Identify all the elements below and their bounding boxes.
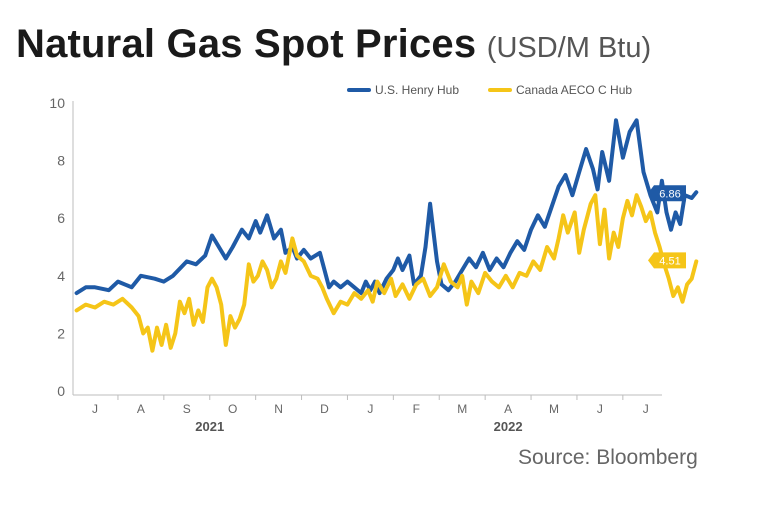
title-unit: (USD/M Btu) <box>486 32 652 64</box>
y-tick-label: 6 <box>57 210 65 226</box>
x-tick-label: M <box>549 402 559 416</box>
series-line <box>74 193 699 353</box>
y-tick-label: 4 <box>57 268 65 284</box>
year-label: 2021 <box>195 419 224 434</box>
series-line <box>74 118 699 296</box>
year-label: 2022 <box>494 419 523 434</box>
y-tick-label: 10 <box>49 95 65 111</box>
title-text: Natural Gas Spot Prices <box>16 22 477 66</box>
x-tick-label: N <box>274 402 283 416</box>
x-tick-label: F <box>413 402 420 416</box>
end-value-badge <box>648 185 686 202</box>
x-tick-label: O <box>228 402 237 416</box>
x-tick-label: J <box>367 402 373 416</box>
y-tick-label: 2 <box>57 325 65 341</box>
x-tick-label: S <box>183 402 191 416</box>
y-tick-label: 0 <box>57 383 65 399</box>
x-tick-label: J <box>92 402 98 416</box>
y-tick-label: 8 <box>57 153 65 169</box>
x-tick-label: J <box>597 402 603 416</box>
legend-label: U.S. Henry Hub <box>375 83 459 97</box>
end-value-label: 6.86 <box>659 188 680 200</box>
legend-label: Canada AECO C Hub <box>516 83 632 97</box>
x-tick-label: J <box>643 402 649 416</box>
source-note: Source: Bloomberg <box>518 446 698 469</box>
chart-title: Natural Gas Spot Prices (USD/M Btu) <box>16 22 651 67</box>
end-value-label: 4.51 <box>659 255 680 267</box>
end-value-badge <box>648 252 686 269</box>
x-tick-label: M <box>457 402 467 416</box>
x-tick-label: A <box>504 402 512 416</box>
x-tick-label: A <box>137 402 145 416</box>
x-tick-label: D <box>320 402 329 416</box>
